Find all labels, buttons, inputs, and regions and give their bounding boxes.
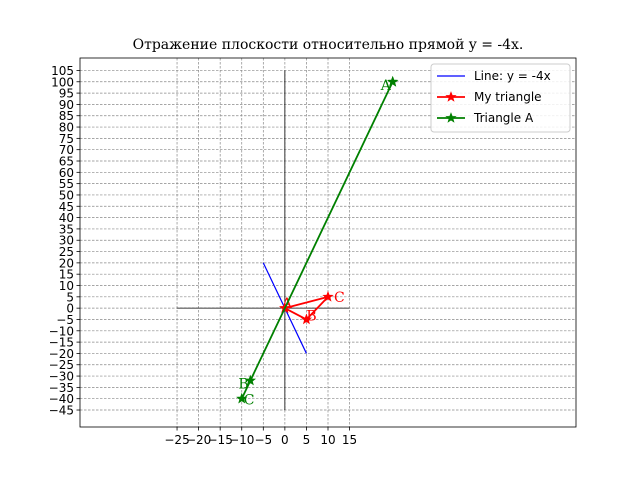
y-tick-label: 90 bbox=[59, 98, 74, 112]
vertex-label: A bbox=[380, 78, 392, 94]
legend-marker bbox=[445, 91, 457, 102]
y-tick-label: 30 bbox=[59, 234, 74, 248]
y-tick-label: 5 bbox=[66, 290, 74, 304]
x-tick-label: −10 bbox=[229, 433, 254, 447]
y-tick-label: 20 bbox=[59, 256, 74, 270]
data-point bbox=[387, 75, 399, 87]
y-tick-label: 75 bbox=[59, 132, 74, 146]
x-tick-label: 15 bbox=[342, 433, 357, 447]
y-tick-label: 80 bbox=[59, 121, 74, 135]
x-tick-label: 0 bbox=[281, 433, 289, 447]
series-line bbox=[284, 295, 329, 321]
y-tick-label: 65 bbox=[59, 155, 74, 169]
y-tick-label: 105 bbox=[51, 64, 74, 78]
y-tick-label: −25 bbox=[49, 358, 74, 372]
data-point bbox=[236, 392, 248, 404]
x-tick-label: 10 bbox=[320, 433, 335, 447]
x-tick-label: −15 bbox=[208, 433, 233, 447]
x-tick-label: −20 bbox=[186, 433, 211, 447]
series-triangle-a: ABC bbox=[236, 75, 399, 409]
y-tick-label: 15 bbox=[59, 268, 74, 282]
y-tick-label: 35 bbox=[59, 222, 74, 236]
legend-label: Line: y = -4x bbox=[474, 69, 551, 83]
data-point bbox=[244, 374, 256, 386]
legend-label: My triangle bbox=[474, 90, 542, 104]
y-tick-label: 100 bbox=[51, 75, 74, 89]
y-tick-label: −15 bbox=[49, 336, 74, 350]
y-tick-label: 10 bbox=[59, 279, 74, 293]
y-tick-label: −45 bbox=[49, 404, 74, 418]
y-tick-label: 55 bbox=[59, 177, 74, 191]
y-tick-label: −40 bbox=[49, 392, 74, 406]
data-point bbox=[322, 290, 334, 302]
legend-box bbox=[430, 63, 571, 133]
y-tick-label: 50 bbox=[59, 188, 74, 202]
y-tick-label: 60 bbox=[59, 166, 74, 180]
vertex-label: B bbox=[306, 308, 316, 324]
y-tick-label: −20 bbox=[49, 347, 74, 361]
plot-area: −25−20−15−10 −5 0 5 10 15−45−40−35−30−25−20−1… bbox=[49, 57, 577, 447]
x-tick-label: −5 bbox=[254, 433, 272, 447]
y-tick-label: −30 bbox=[49, 370, 74, 384]
chart-title: Отражение плоскости относительно прямой … bbox=[133, 37, 524, 53]
y-tick-label: −10 bbox=[49, 324, 74, 338]
vertex-label: C bbox=[334, 290, 345, 306]
y-tick-label: 70 bbox=[59, 143, 74, 157]
y-tick-label: 85 bbox=[59, 109, 74, 123]
legend: Line: y = -4x My triangle Triangle A bbox=[430, 63, 571, 133]
y-tick-label: 45 bbox=[59, 200, 74, 214]
vertex-label: C bbox=[244, 393, 255, 409]
data-point bbox=[300, 313, 313, 325]
series-line bbox=[240, 81, 394, 400]
y-tick-label: 0 bbox=[66, 302, 74, 316]
x-tick-label: 5 bbox=[303, 433, 311, 447]
x-tick-label: −25 bbox=[164, 433, 189, 447]
legend-marker bbox=[445, 112, 457, 123]
vertex-label: B bbox=[238, 377, 248, 393]
legend-label: Triangle A bbox=[473, 111, 534, 125]
y-tick-label: 40 bbox=[59, 211, 74, 225]
y-tick-label: 25 bbox=[59, 245, 74, 259]
y-tick-label: 95 bbox=[59, 87, 74, 101]
y-tick-label: −35 bbox=[49, 381, 74, 395]
ticks: −25−20−15−10 −5 0 5 10 15−45−40−35−30−25−20−1… bbox=[49, 64, 358, 447]
y-tick-label: −5 bbox=[56, 313, 74, 327]
